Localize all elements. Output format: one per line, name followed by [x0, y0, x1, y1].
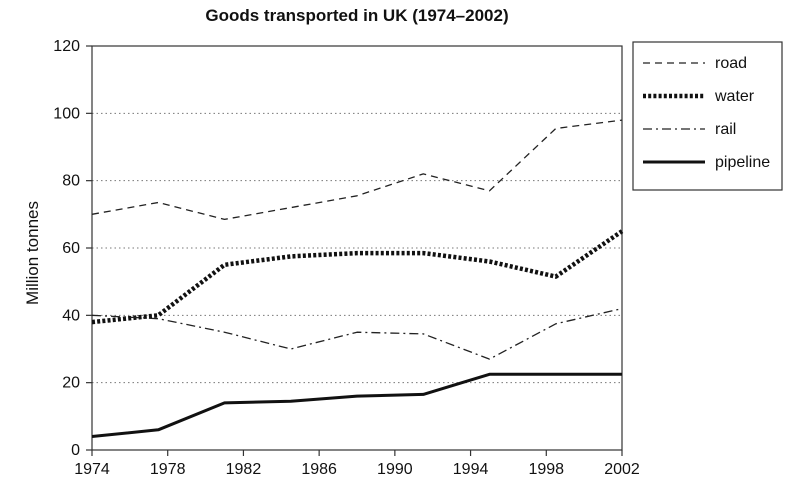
series-line-road: [91, 119, 623, 221]
legend-label-road: road: [715, 55, 747, 72]
series-line-rail: [91, 307, 623, 360]
series-line-water: [91, 229, 624, 325]
legend-label-water: water: [714, 88, 755, 105]
x-tick-label-1982: 1982: [226, 461, 262, 478]
x-tick-label-1974: 1974: [74, 461, 110, 478]
legend-box: [632, 41, 783, 191]
y-tick-label-0: 0: [71, 442, 80, 459]
y-tick-label-100: 100: [53, 105, 80, 122]
legend-label-rail: rail: [715, 121, 736, 138]
y-tick-label-80: 80: [62, 173, 80, 190]
y-tick-label-60: 60: [62, 240, 80, 257]
chart-title: Goods transported in UK (1974–2002): [205, 6, 509, 25]
x-tick-label-1986: 1986: [301, 461, 337, 478]
y-axis-label: Million tonnes: [23, 201, 42, 305]
x-tick-label-1994: 1994: [453, 461, 489, 478]
x-tick-label-2002: 2002: [604, 461, 640, 478]
x-tick-label-1978: 1978: [150, 461, 186, 478]
x-tick-label-1990: 1990: [377, 461, 413, 478]
legend-label-pipeline: pipeline: [715, 154, 770, 171]
y-tick-label-40: 40: [62, 307, 80, 324]
y-tick-label-120: 120: [53, 38, 80, 55]
series-line-pipeline: [91, 372, 622, 438]
y-tick-label-20: 20: [62, 375, 80, 392]
x-tick-label-1998: 1998: [528, 461, 564, 478]
